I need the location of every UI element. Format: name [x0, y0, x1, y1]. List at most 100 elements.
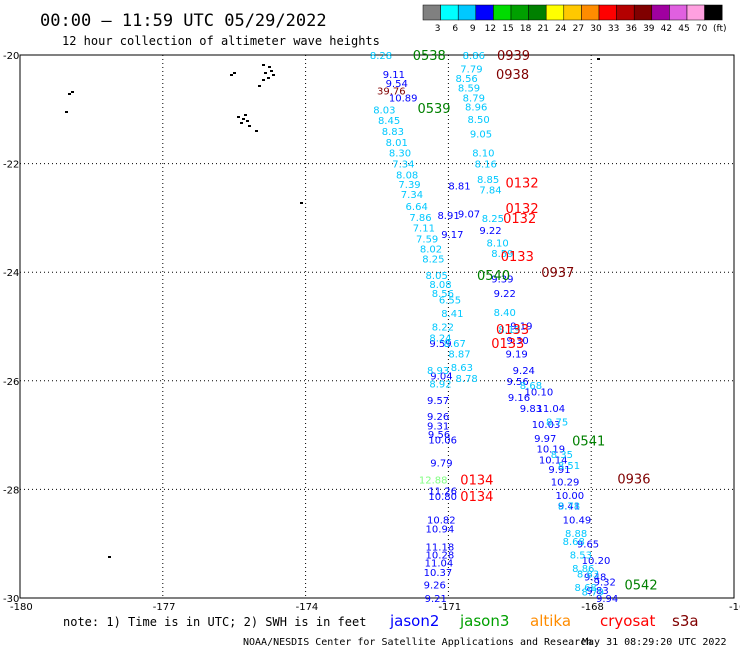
- island-mark: [268, 66, 271, 68]
- swh-value: 9.07: [458, 210, 480, 221]
- swh-value: 8.91: [437, 211, 459, 222]
- y-tick-label: -30: [3, 594, 19, 605]
- pass-time: 0541: [572, 435, 605, 450]
- swh-value: 39.76: [377, 86, 406, 97]
- colorbar-label: 45: [678, 24, 689, 34]
- islands: [65, 58, 600, 558]
- swh-value: 10.19: [536, 445, 565, 456]
- swh-value: 8.93: [427, 366, 449, 377]
- colorbar-label: 27: [573, 24, 584, 34]
- axis-ticks: -20 -22 -24 -26 -28 -30-180 -177 -174 -171 -168 -1…: [3, 51, 740, 613]
- swh-value: 9.57: [427, 396, 449, 407]
- swh-value: 10.06: [428, 435, 457, 446]
- swh-value: 9.31: [427, 421, 449, 432]
- colorbar-swatch: [581, 4, 600, 21]
- swh-value: 9.97: [534, 434, 556, 445]
- swh-value: 9.22: [494, 289, 516, 300]
- island-mark: [262, 64, 265, 66]
- swh-value: 9.83: [586, 586, 608, 597]
- swh-value: 8.63: [451, 363, 473, 374]
- wave-height-values: 9.119.5410.898.919.179.599.049.579.269.3…: [370, 51, 618, 605]
- swh-value: 10.89: [389, 93, 418, 104]
- satellite-label: jason2: [389, 612, 439, 630]
- swh-value: 8.01: [386, 138, 408, 149]
- island-mark: [240, 122, 243, 124]
- swh-value: 8.78: [558, 502, 580, 513]
- swh-value: 8.16: [475, 160, 497, 171]
- swh-value: 9.11: [383, 70, 405, 81]
- swh-value: 9.39: [491, 275, 513, 286]
- swh-value: 6.64: [406, 202, 428, 213]
- colorbar-label: 9: [470, 24, 476, 34]
- colorbar-swatch: [686, 4, 705, 21]
- swh-value: 10.03: [532, 420, 561, 431]
- swh-value: 8.56: [456, 74, 478, 85]
- swh-value: 8.75: [546, 418, 568, 429]
- swh-value: 9.54: [386, 79, 408, 90]
- swh-value: 8.19: [498, 325, 520, 336]
- swh-value: 8.81: [448, 181, 470, 192]
- swh-value: 9.83: [520, 404, 542, 415]
- x-tick-label: -171: [438, 602, 461, 613]
- colorbar-swatch: [704, 4, 723, 21]
- colorbar-legend: 3 6 9 12 15 18 21 24 27 30 33 36 39 42 45 70: [422, 4, 723, 34]
- swh-value: 10.20: [582, 556, 611, 567]
- island-mark: [270, 70, 273, 72]
- island-mark: [262, 79, 265, 81]
- island-mark: [258, 85, 261, 87]
- footnote: note: 1) Time is in UTC; 2) SWH is in fe…: [63, 615, 366, 629]
- swh-value: 7.59: [416, 235, 438, 246]
- swh-value: 9.79: [430, 458, 452, 469]
- swh-value: 10.10: [525, 388, 554, 399]
- swh-value: 8.79: [582, 587, 604, 598]
- swh-value: 12.88: [419, 476, 448, 487]
- pass-time: 0938: [496, 68, 529, 83]
- swh-value: 8.88: [565, 529, 587, 540]
- swh-value: 10.29: [551, 477, 580, 488]
- swh-value: 9.56: [506, 377, 528, 388]
- swh-value: 10.00: [556, 491, 585, 502]
- colorbar-swatch: [651, 4, 670, 21]
- swh-value: 9.04: [430, 371, 452, 382]
- y-tick-label: -28: [3, 485, 19, 496]
- colorbar-label: 42: [661, 24, 672, 34]
- swh-value: 8.50: [467, 115, 489, 126]
- swh-value: 10.80: [428, 492, 457, 503]
- plot-frame: [19, 54, 735, 599]
- swh-value: 9.91: [548, 465, 570, 476]
- swh-value: 11.04: [536, 404, 565, 415]
- swh-value: 7.34: [401, 190, 423, 201]
- swh-value: 8.51: [558, 461, 580, 472]
- colorbar-label: 18: [520, 24, 532, 34]
- swh-value: 8.53: [570, 551, 592, 562]
- swh-value: 9.21: [425, 594, 447, 605]
- pass-time: 0540: [477, 269, 510, 284]
- colorbar-label: 3: [435, 24, 441, 34]
- satellite-label: cryosat: [600, 612, 655, 630]
- y-tick-label: -26: [3, 377, 19, 388]
- swh-value: 8.92: [429, 380, 451, 391]
- colorbar-swatch: [528, 4, 547, 21]
- colorbar-swatch: [563, 4, 582, 21]
- pass-time: 0132: [506, 177, 539, 192]
- island-mark: [255, 130, 258, 132]
- pass-time: 0538: [413, 49, 446, 64]
- colorbar-swatch: [475, 4, 494, 21]
- swh-value: 8.08: [396, 170, 418, 181]
- y-tick-label: -20: [3, 51, 19, 62]
- colorbar-label: 24: [555, 24, 567, 34]
- colorbar-swatch: [598, 4, 617, 21]
- swh-value: 8.10: [486, 238, 508, 249]
- island-mark: [108, 556, 111, 558]
- island-mark: [65, 111, 68, 113]
- swh-value: 8.10: [472, 149, 494, 160]
- swh-value: 9.26: [424, 580, 446, 591]
- colorbar-label: 33: [608, 24, 619, 34]
- colorbar-swatch: [440, 4, 459, 21]
- swh-value: 9.22: [479, 226, 501, 237]
- swh-value: 7.34: [392, 160, 414, 171]
- swh-value: 8.85: [477, 175, 499, 186]
- swh-value: 9.41: [558, 502, 580, 513]
- y-tick-label: -24: [3, 268, 19, 279]
